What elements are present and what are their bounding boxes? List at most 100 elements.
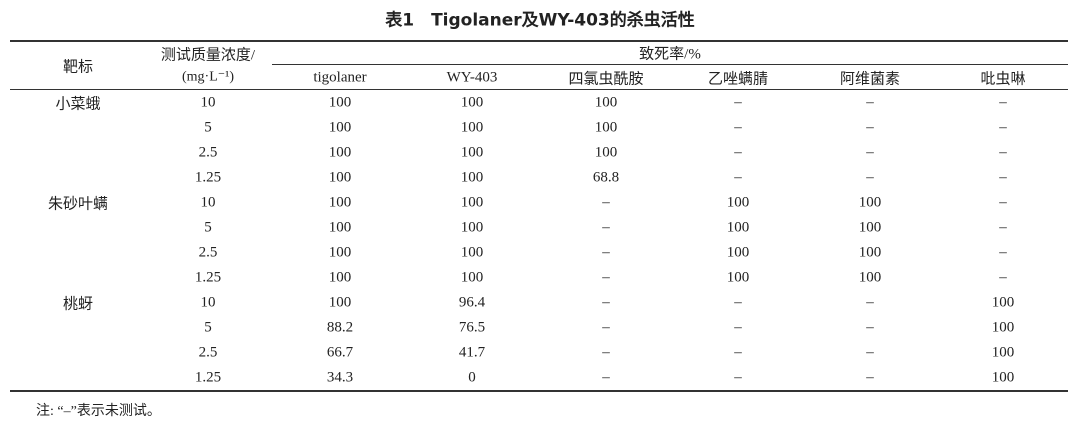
concentration-cell: 2.5 [198, 344, 218, 361]
value-cell: – [999, 269, 1007, 286]
value-cell: – [999, 169, 1007, 186]
value-cell: 100 [726, 269, 750, 286]
value-cell: – [734, 144, 742, 161]
value-cell: 100 [328, 144, 352, 161]
value-cell: – [734, 169, 742, 186]
value-cell: 100 [726, 244, 750, 261]
value-cell: – [866, 169, 874, 186]
value-cell: – [602, 344, 610, 361]
value-cell: 100 [460, 219, 484, 236]
value-cell: – [734, 119, 742, 136]
column-header: 吡虫啉 [980, 71, 1026, 88]
value-cell: 68.8 [592, 169, 620, 186]
value-cell: – [999, 119, 1007, 136]
value-cell: – [999, 144, 1007, 161]
column-header: 四氯虫酰胺 [568, 71, 644, 88]
value-cell: 41.7 [458, 344, 486, 361]
value-cell: 100 [460, 244, 484, 261]
value-cell: – [866, 344, 874, 361]
value-cell: 100 [460, 269, 484, 286]
value-cell: 100 [460, 194, 484, 211]
column-header: WY-403 [446, 69, 498, 86]
table-title: 表1 Tigolaner及WY-403的杀虫活性 [385, 10, 695, 31]
target-cell: 朱砂叶螨 [47, 196, 109, 213]
value-cell: 100 [460, 169, 484, 186]
value-cell: 100 [328, 244, 352, 261]
value-cell: – [602, 294, 610, 311]
value-cell: 100 [991, 294, 1015, 311]
value-cell: – [734, 344, 742, 361]
table-note: 注: “–”表示未测试。 [36, 404, 161, 419]
target-cell: 桃蚜 [62, 296, 94, 313]
concentration-cell: 5 [204, 219, 212, 236]
value-cell: – [602, 194, 610, 211]
value-cell: 66.7 [326, 344, 354, 361]
value-cell: 100 [991, 319, 1015, 336]
value-cell: – [602, 244, 610, 261]
value-cell: 100 [594, 94, 618, 111]
value-cell: 100 [594, 144, 618, 161]
value-cell: – [734, 294, 742, 311]
value-cell: 100 [858, 194, 882, 211]
top-rule [10, 40, 1068, 42]
concentration-cell: 1.25 [194, 269, 222, 286]
value-cell: 0 [468, 369, 476, 386]
value-cell: 100 [991, 369, 1015, 386]
value-cell: – [734, 94, 742, 111]
value-cell: – [999, 219, 1007, 236]
value-cell: 100 [328, 269, 352, 286]
value-cell: – [602, 369, 610, 386]
value-cell: 100 [328, 169, 352, 186]
concentration-cell: 5 [204, 319, 212, 336]
header-rule [10, 89, 1068, 90]
column-header: tigolaner [313, 69, 367, 86]
value-cell: 100 [328, 194, 352, 211]
value-cell: – [999, 194, 1007, 211]
value-cell: 76.5 [458, 319, 486, 336]
value-cell: – [866, 119, 874, 136]
bottom-rule [10, 390, 1068, 392]
concentration-cell: 10 [200, 294, 216, 311]
value-cell: – [999, 94, 1007, 111]
value-cell: 100 [858, 244, 882, 261]
header-cell: 靶标 [62, 59, 94, 76]
value-cell: – [866, 94, 874, 111]
concentration-cell: 2.5 [198, 244, 218, 261]
value-cell: 96.4 [458, 294, 486, 311]
target-cell: 小菜蛾 [55, 96, 101, 113]
header-cell: 致死率/% [639, 46, 701, 63]
value-cell: 100 [328, 294, 352, 311]
concentration-cell: 5 [204, 119, 212, 136]
value-cell: 88.2 [326, 319, 354, 336]
header-cell: (mg·L⁻¹) [181, 69, 235, 85]
value-cell: 100 [328, 219, 352, 236]
concentration-cell: 10 [200, 94, 216, 111]
value-cell: – [866, 294, 874, 311]
value-cell: 34.3 [326, 369, 354, 386]
value-cell: 100 [991, 344, 1015, 361]
column-header: 阿维菌素 [839, 71, 901, 88]
header-cell: 测试质量浓度/ [160, 47, 256, 64]
value-cell: – [734, 319, 742, 336]
concentration-cell: 1.25 [194, 169, 222, 186]
value-cell: 100 [328, 119, 352, 136]
mid-rule [272, 64, 1068, 65]
value-cell: 100 [460, 119, 484, 136]
column-header: 乙唑螨腈 [707, 71, 769, 88]
value-cell: – [999, 244, 1007, 261]
concentration-cell: 1.25 [194, 369, 222, 386]
value-cell: – [866, 369, 874, 386]
value-cell: 100 [726, 194, 750, 211]
value-cell: 100 [460, 144, 484, 161]
concentration-cell: 10 [200, 194, 216, 211]
value-cell: 100 [858, 269, 882, 286]
value-cell: – [602, 219, 610, 236]
value-cell: 100 [594, 119, 618, 136]
value-cell: – [866, 319, 874, 336]
value-cell: 100 [726, 219, 750, 236]
value-cell: 100 [858, 219, 882, 236]
value-cell: 100 [328, 94, 352, 111]
value-cell: – [602, 319, 610, 336]
value-cell: – [866, 144, 874, 161]
